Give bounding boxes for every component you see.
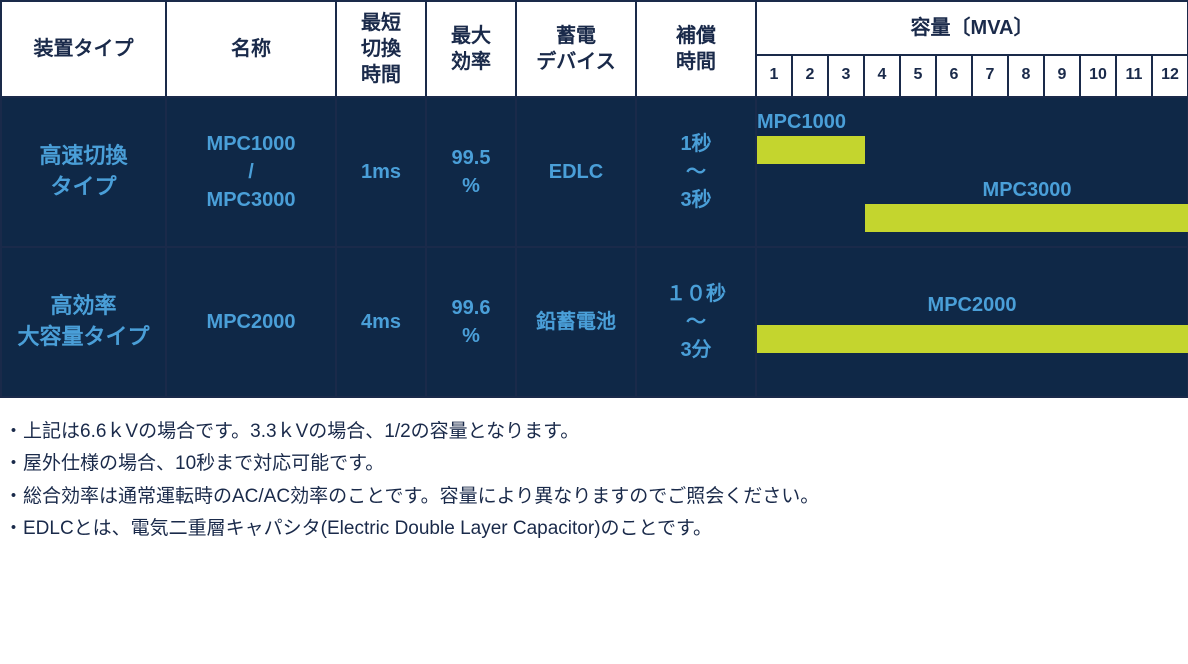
spec-table-container: 装置タイプ 名称 最短切換時間 最大効率 蓄電デバイス 補償時間 容量〔MVA〕… [0,0,1188,398]
row-efficiency: 99.5% [426,97,516,247]
header-name: 名称 [166,1,336,97]
row-switch: 1ms [336,97,426,247]
row-comp: １０秒～3分 [636,247,756,397]
header-capacity: 容量〔MVA〕 [756,1,1188,55]
capacity-num-3: 3 [828,55,864,97]
header-type: 装置タイプ [1,1,166,97]
capacity-bar [757,136,865,164]
capacity-num-1: 1 [756,55,792,97]
row-comp: 1秒～3秒 [636,97,756,247]
capacity-num-9: 9 [1044,55,1080,97]
row-name: MPC2000 [166,247,336,397]
row-efficiency: 99.6% [426,247,516,397]
bar-label: MPC3000 [865,176,1188,204]
capacity-num-6: 6 [936,55,972,97]
spec-table: 装置タイプ 名称 最短切換時間 最大効率 蓄電デバイス 補償時間 容量〔MVA〕… [0,0,1188,398]
capacity-num-10: 10 [1080,55,1116,97]
capacity-bar [865,204,1188,232]
header-comp: 補償時間 [636,1,756,97]
capacity-num-2: 2 [792,55,828,97]
capacity-bar [757,325,1188,353]
bar-label: MPC2000 [757,291,1187,319]
capacity-num-11: 11 [1116,55,1152,97]
capacity-num-5: 5 [900,55,936,97]
table-body: 高速切換タイプMPC1000/MPC30001ms99.5%EDLC1秒～3秒M… [1,97,1188,397]
capacity-num-8: 8 [1008,55,1044,97]
row-device: EDLC [516,97,636,247]
footnote-item: ・上記は6.6ｋVの場合です。3.3ｋVの場合、1/2の容量となります。 [4,416,1188,448]
footnote-item: ・EDLCとは、電気二重層キャパシタ(Electric Double Layer… [4,513,1188,545]
capacity-num-7: 7 [972,55,1008,97]
capacity-cell: MPC1000 MPC3000 [756,97,1188,247]
capacity-num-4: 4 [864,55,900,97]
footnote-item: ・屋外仕様の場合、10秒まで対応可能です。 [4,448,1188,480]
capacity-cell: MPC2000 [756,247,1188,397]
table-row: 高効率大容量タイプMPC20004ms99.6%鉛蓄電池１０秒～3分MPC200… [1,247,1188,397]
row-type: 高速切換タイプ [1,97,166,247]
header-efficiency: 最大効率 [426,1,516,97]
footnotes: ・上記は6.6ｋVの場合です。3.3ｋVの場合、1/2の容量となります。・屋外仕… [0,416,1188,545]
row-switch: 4ms [336,247,426,397]
row-type: 高効率大容量タイプ [1,247,166,397]
footnote-item: ・総合効率は通常運転時のAC/AC効率のことです。容量により異なりますのでご照会… [4,481,1188,513]
bar-label: MPC1000 [757,108,846,136]
header-device: 蓄電デバイス [516,1,636,97]
table-header: 装置タイプ 名称 最短切換時間 最大効率 蓄電デバイス 補償時間 容量〔MVA〕… [1,1,1188,97]
row-device: 鉛蓄電池 [516,247,636,397]
table-row: 高速切換タイプMPC1000/MPC30001ms99.5%EDLC1秒～3秒M… [1,97,1188,247]
capacity-num-12: 12 [1152,55,1188,97]
row-name: MPC1000/MPC3000 [166,97,336,247]
header-switch: 最短切換時間 [336,1,426,97]
